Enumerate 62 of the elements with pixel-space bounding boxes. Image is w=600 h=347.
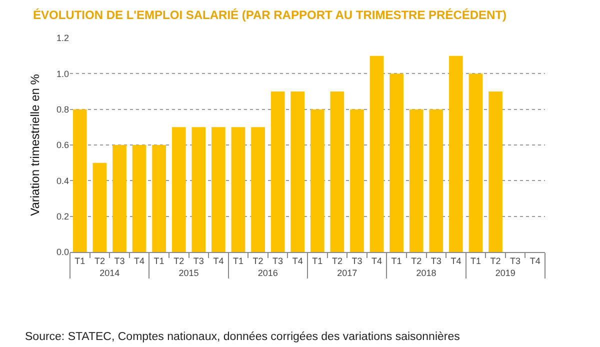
x-tick-label: T1	[154, 256, 164, 266]
bar	[330, 92, 344, 252]
x-tick-label: T3	[352, 256, 362, 266]
x-tick-label: T3	[430, 256, 442, 266]
y-tick-label: 1.2	[56, 33, 69, 44]
x-tick-label: T2	[411, 256, 422, 266]
bar	[212, 127, 226, 252]
bar	[172, 127, 186, 252]
y-axis-title: Variation trimestrielle en %	[28, 74, 42, 216]
x-tick-label: T3	[272, 256, 284, 266]
x-tick-label: T1	[391, 256, 402, 266]
x-tick-label: T4	[134, 256, 145, 266]
text: 2014	[100, 268, 120, 278]
bar	[92, 162, 107, 252]
x-tick-label: T4	[213, 256, 224, 266]
bar	[192, 127, 206, 252]
x-tick-label: T2	[332, 256, 342, 266]
bar	[310, 109, 324, 252]
x-tick-label: T2	[252, 256, 264, 266]
bar	[251, 127, 265, 252]
y-tick-label: 0.6	[56, 140, 69, 150]
bar	[350, 109, 364, 252]
x-tick-label: T3	[114, 256, 125, 266]
text: 2018	[416, 268, 436, 278]
bar	[270, 92, 285, 252]
x-tick-label: T4	[530, 256, 540, 266]
x-tick-label: T1	[312, 256, 323, 266]
x-tick-label: T4	[372, 256, 382, 266]
bar	[468, 74, 483, 252]
x-tick-label: T2	[174, 256, 184, 266]
bar	[390, 74, 404, 252]
bar	[370, 56, 384, 252]
x-tick-label: T3	[510, 256, 521, 266]
source-note: Source: STATEC, Comptes nationaux, données corrigées des variations saisonnières	[25, 331, 460, 343]
y-tick-label: 1.0	[56, 68, 69, 79]
x-tick-label: T3	[193, 256, 204, 266]
bar	[72, 109, 87, 252]
bar	[231, 127, 246, 252]
text: 2016	[258, 268, 278, 278]
x-tick-label: T1	[232, 256, 244, 266]
x-tick-label: T1	[470, 256, 481, 266]
x-tick-label: T4	[292, 256, 303, 266]
x-tick-label: T2	[94, 256, 105, 266]
bar	[112, 145, 126, 252]
bar	[132, 145, 146, 252]
chart-title: ÉVOLUTION DE L'EMPLOI SALARIÉ (PAR RAPPORT AU TRIMESTRE PRÉCÉDENT)	[33, 8, 507, 22]
x-tick-label: T2	[490, 256, 501, 266]
bar	[409, 109, 424, 252]
y-tick-label: 0.0	[56, 247, 69, 258]
text: 2015	[178, 268, 199, 278]
text: 2017	[337, 268, 358, 278]
y-tick-label: 0.8	[56, 104, 69, 114]
y-tick-label: 0.4	[56, 176, 69, 186]
bar	[449, 56, 463, 252]
bar	[488, 92, 502, 252]
x-tick-label: T4	[450, 256, 462, 266]
x-tick-label: T1	[74, 256, 86, 266]
text: 2019	[495, 268, 516, 278]
y-tick-label: 0.2	[56, 211, 69, 222]
bar	[290, 92, 305, 252]
bar	[429, 109, 444, 252]
bar	[152, 145, 166, 252]
